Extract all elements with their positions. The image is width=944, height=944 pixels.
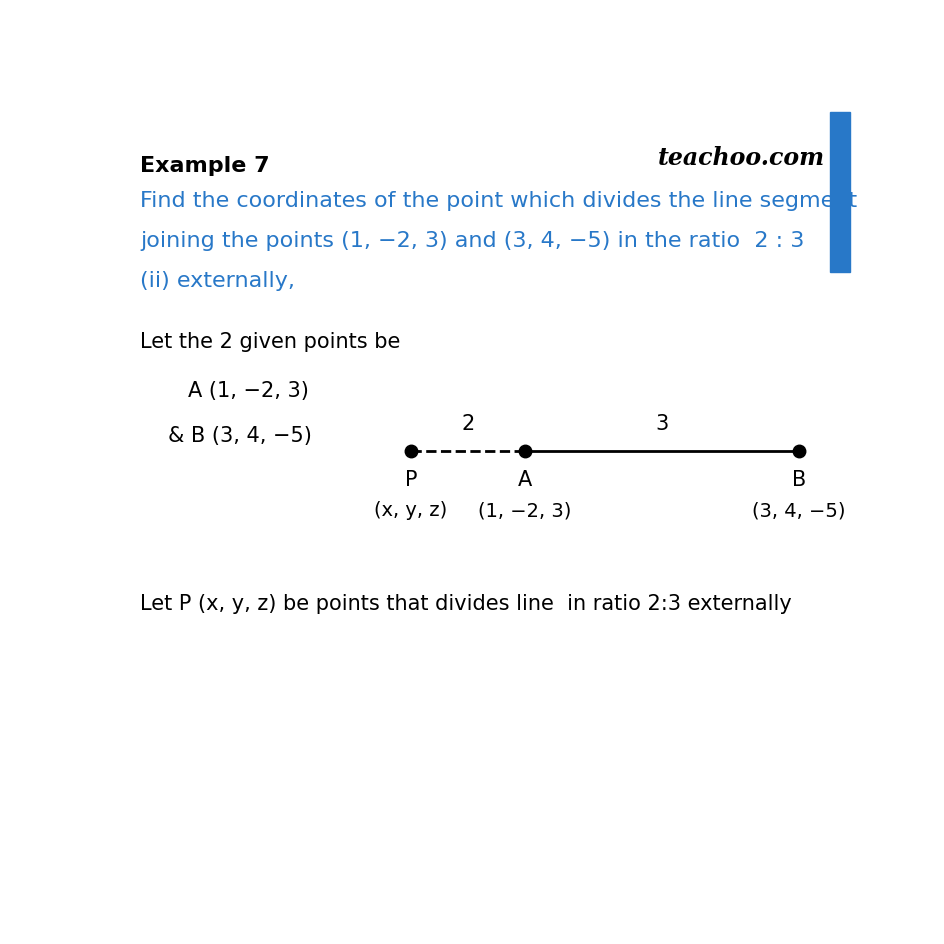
Text: A (1, −2, 3): A (1, −2, 3) xyxy=(188,380,309,401)
Text: Example 7: Example 7 xyxy=(140,156,269,176)
Text: Let the 2 given points be: Let the 2 given points be xyxy=(140,331,400,351)
Text: (3, 4, −5): (3, 4, −5) xyxy=(751,500,845,520)
Text: teachoo.com: teachoo.com xyxy=(657,146,824,170)
Text: (1, −2, 3): (1, −2, 3) xyxy=(478,500,571,520)
Text: A: A xyxy=(517,469,531,489)
Text: (ii) externally,: (ii) externally, xyxy=(140,271,295,291)
Text: & B (3, 4, −5): & B (3, 4, −5) xyxy=(168,426,312,446)
Text: (x, y, z): (x, y, z) xyxy=(374,500,447,520)
Text: Find the coordinates of the point which divides the line segment: Find the coordinates of the point which … xyxy=(140,191,856,211)
Text: B: B xyxy=(791,469,805,489)
Text: 3: 3 xyxy=(654,413,667,433)
Text: Let P (x, y, z) be points that divides line  in ratio 2:3 externally: Let P (x, y, z) be points that divides l… xyxy=(140,593,791,613)
Text: P: P xyxy=(404,469,417,489)
Text: joining the points (1, −2, 3) and (3, 4, −5) in the ratio  2 : 3: joining the points (1, −2, 3) and (3, 4,… xyxy=(140,231,803,251)
Bar xyxy=(829,113,850,273)
Text: 2: 2 xyxy=(461,413,474,433)
